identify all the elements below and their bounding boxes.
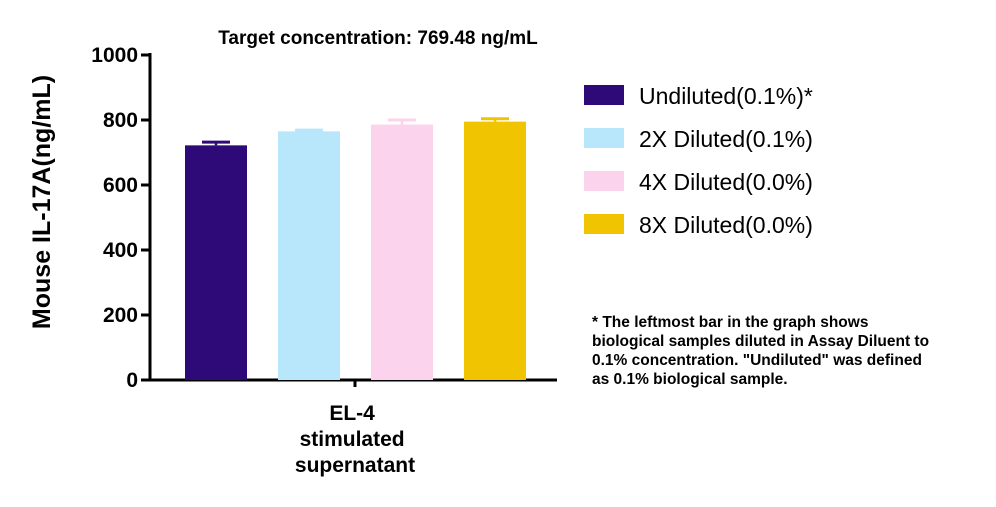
- bar: [371, 124, 433, 380]
- y-tick-label: 800: [103, 109, 138, 132]
- y-ticks: 0 200 400 600 800 1000: [91, 44, 150, 392]
- y-tick-label: 200: [103, 304, 138, 327]
- footnote-line-1: * The leftmost bar in the graph shows: [592, 314, 868, 331]
- legend-swatch: [584, 128, 624, 148]
- y-tick-label: 600: [103, 174, 138, 197]
- bar: [185, 145, 247, 380]
- legend: Undiluted(0.1%)* 2X Diluted(0.1%) 4X Dilut…: [584, 83, 813, 238]
- legend-label: 4X Diluted(0.0%): [639, 169, 813, 195]
- y-tick-label: 0: [126, 369, 138, 392]
- category-label-line-3: supernatant: [295, 454, 415, 477]
- y-tick-label: 400: [103, 239, 138, 262]
- y-axis-label: Mouse IL-17A(ng/mL): [28, 75, 56, 329]
- legend-swatch: [584, 214, 624, 234]
- category-label: EL-4 stimulated supernatant: [295, 402, 415, 477]
- footnote-line-3: 0.1% concentration. "Undiluted" was defi…: [592, 352, 922, 369]
- footnote: * The leftmost bar in the graph shows bi…: [592, 314, 933, 388]
- legend-swatch: [584, 171, 624, 191]
- bar: [278, 131, 340, 380]
- y-tick-label: 1000: [91, 44, 138, 67]
- footnote-line-4: as 0.1% biological sample.: [592, 371, 788, 388]
- legend-label: Undiluted(0.1%)*: [639, 83, 813, 109]
- category-label-line-2: stimulated: [300, 428, 405, 451]
- x-axis: [148, 378, 557, 387]
- legend-swatch: [584, 85, 624, 105]
- bar: [464, 121, 526, 380]
- footnote-line-2: biological samples diluted in Assay Dilu…: [592, 333, 929, 350]
- bars: [185, 117, 526, 380]
- legend-label: 8X Diluted(0.0%): [639, 212, 813, 238]
- chart-title: Target concentration: 769.48 ng/mL: [218, 28, 538, 49]
- category-label-line-1: EL-4: [329, 402, 375, 425]
- legend-label: 2X Diluted(0.1%): [639, 126, 813, 152]
